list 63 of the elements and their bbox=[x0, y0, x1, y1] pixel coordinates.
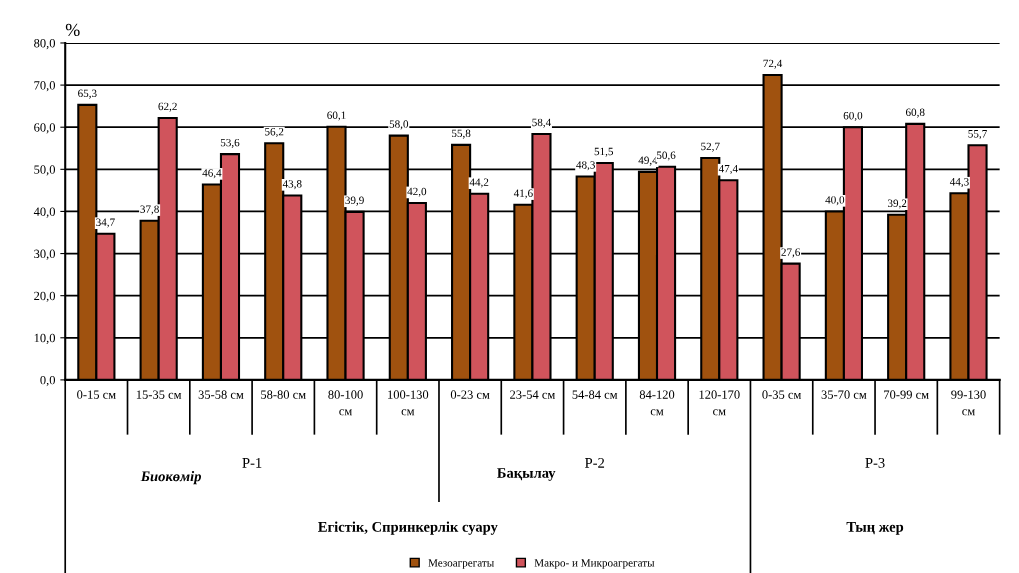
x-tick-label: 15-35 см bbox=[136, 390, 182, 399]
x-tick-label: 58-80 см bbox=[261, 390, 306, 399]
y-tick-label: 0,0 bbox=[40, 375, 56, 387]
data-label: 53,6 bbox=[220, 138, 240, 148]
data-label: 39,9 bbox=[345, 196, 364, 206]
y-tick-label: 20,0 bbox=[34, 291, 56, 302]
x-tick-label: 100-130 см bbox=[388, 390, 429, 416]
data-label: 60,1 bbox=[327, 111, 346, 121]
data-label: 39,2 bbox=[887, 199, 907, 209]
y-tick-label: 60,0 bbox=[34, 123, 56, 134]
x-tick-label: 120-170 см bbox=[699, 390, 740, 416]
data-label: 60,8 bbox=[905, 108, 925, 118]
legend-label: Мезоагрегаты bbox=[428, 559, 494, 569]
data-label: 40,0 bbox=[825, 196, 845, 206]
data-label: 27,6 bbox=[781, 248, 801, 258]
x-tick-label: 54-84 см bbox=[572, 390, 618, 399]
x-tick-label: 23-54 см bbox=[510, 390, 556, 399]
data-label: 43,8 bbox=[282, 180, 302, 190]
x-tick-label: 0-23 см bbox=[450, 390, 490, 399]
text: P-2 bbox=[585, 457, 605, 468]
x-tick-label: 70-99 см bbox=[884, 390, 929, 399]
data-label: 42,0 bbox=[407, 187, 427, 197]
data-label: 44,3 bbox=[949, 178, 969, 188]
data-label: 52,7 bbox=[701, 142, 720, 152]
data-label: 65,3 bbox=[78, 89, 97, 99]
text: P-3 bbox=[865, 457, 885, 468]
data-label: 34,7 bbox=[96, 218, 115, 228]
x-tick-label: 84-120 см bbox=[639, 390, 675, 416]
text: P-1 bbox=[242, 458, 262, 468]
x-tick-label: 35-70 см bbox=[821, 390, 867, 399]
data-label: 41,6 bbox=[513, 189, 533, 199]
data-label: 48,3 bbox=[576, 161, 595, 171]
x-tick-label: 0-35 см bbox=[762, 390, 802, 399]
data-label: 58,0 bbox=[389, 120, 409, 130]
x-tick-label: 99-130 см bbox=[951, 390, 986, 416]
text: Бақылау bbox=[497, 468, 556, 481]
text: Тың жер bbox=[846, 522, 904, 535]
text: Егістік, Спринкерлік суару bbox=[318, 521, 498, 535]
data-label: 47,4 bbox=[718, 165, 738, 175]
data-label: 46,4 bbox=[202, 169, 222, 179]
data-label: 72,4 bbox=[763, 59, 783, 69]
y-tick-label: 70,0 bbox=[34, 81, 56, 92]
x-tick-label: 35-58 см bbox=[198, 390, 244, 399]
y-tick-label: 10,0 bbox=[34, 333, 56, 345]
y-tick-label: 50,0 bbox=[34, 165, 56, 176]
y-axis-title: % bbox=[65, 23, 80, 36]
data-label: 60,0 bbox=[843, 111, 863, 121]
data-label: 62,2 bbox=[158, 102, 177, 112]
data-label: 37,8 bbox=[140, 205, 159, 215]
data-label: 44,2 bbox=[469, 178, 489, 188]
y-tick-label: 30,0 bbox=[34, 249, 56, 260]
data-label: 55,8 bbox=[452, 129, 471, 139]
y-tick-label: 40,0 bbox=[33, 207, 56, 218]
data-label: 56,2 bbox=[265, 127, 284, 137]
data-label: 50,6 bbox=[656, 151, 676, 161]
data-label: 51,5 bbox=[594, 147, 614, 157]
text: Биокөмір bbox=[140, 470, 202, 485]
legend-label: Макро- и Микроагрегаты bbox=[534, 559, 655, 569]
x-tick-label: 80-100 см bbox=[328, 390, 363, 416]
y-tick-label: 80,0 bbox=[34, 39, 56, 50]
x-tick-label: 0-15 см bbox=[77, 390, 116, 399]
data-label: 55,7 bbox=[968, 130, 987, 140]
data-label: 58,4 bbox=[532, 118, 552, 128]
